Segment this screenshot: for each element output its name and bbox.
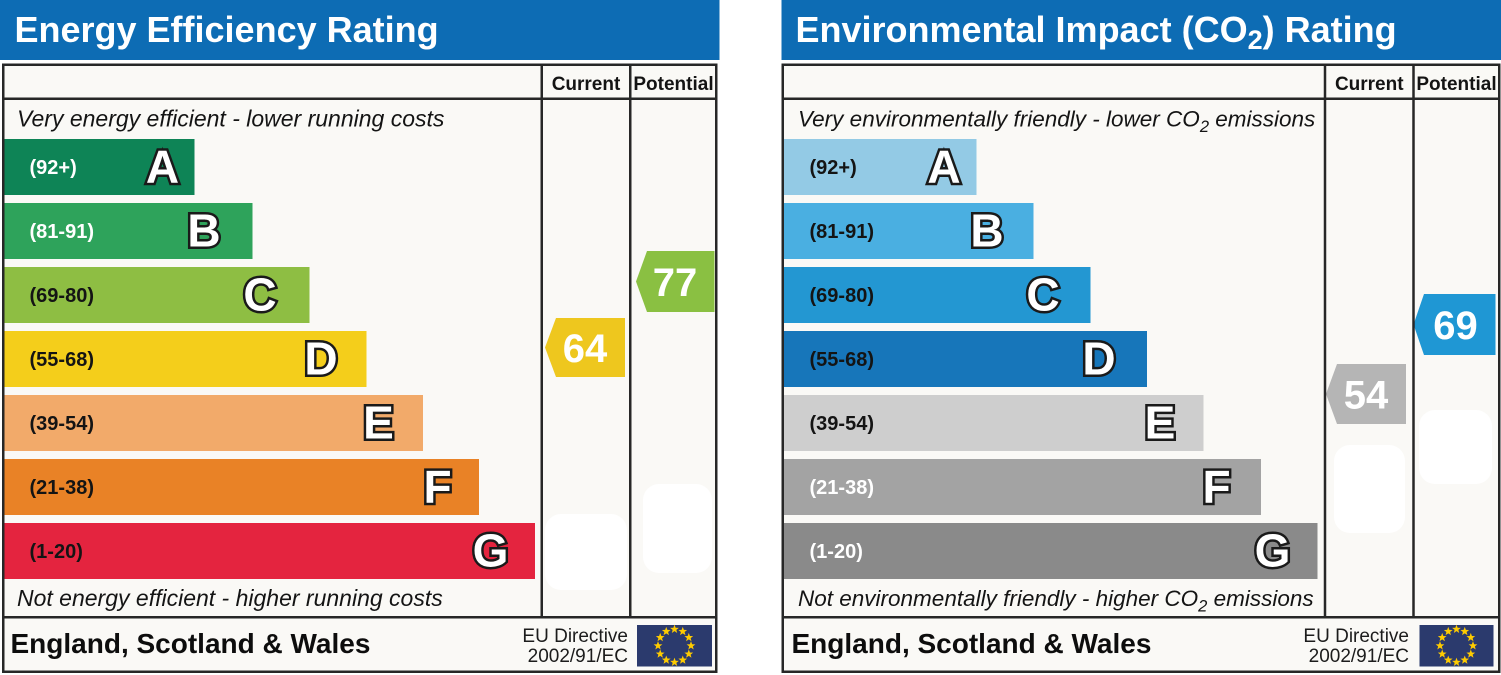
svg-text:Very environmentally friendly: Very environmentally friendly - lower CO… <box>798 107 1315 137</box>
svg-text:England, Scotland & Wales: England, Scotland & Wales <box>792 628 1152 659</box>
svg-text:(81-91): (81-91) <box>30 221 94 243</box>
svg-text:Environmental Impact (CO2) Rat: Environmental Impact (CO2) Rating <box>796 9 1397 55</box>
svg-text:Energy Efficiency Rating: Energy Efficiency Rating <box>15 9 439 50</box>
svg-text:England, Scotland & Wales: England, Scotland & Wales <box>11 628 371 659</box>
svg-text:(1-20): (1-20) <box>30 541 83 563</box>
svg-text:2002/91/EC: 2002/91/EC <box>528 646 628 667</box>
svg-text:Current: Current <box>552 74 621 95</box>
svg-text:(55-68): (55-68) <box>810 349 874 371</box>
svg-text:A: A <box>146 141 179 193</box>
svg-text:G: G <box>1255 525 1291 577</box>
svg-text:C: C <box>243 269 276 321</box>
svg-text:EU Directive: EU Directive <box>1303 626 1409 647</box>
svg-text:64: 64 <box>563 327 608 371</box>
svg-text:C: C <box>1026 269 1059 321</box>
svg-text:A: A <box>927 141 960 193</box>
svg-text:Potential: Potential <box>1416 74 1496 95</box>
svg-text:(39-54): (39-54) <box>30 413 94 435</box>
svg-text:(92+): (92+) <box>30 157 77 179</box>
svg-text:B: B <box>970 205 1003 257</box>
svg-text:(21-38): (21-38) <box>30 477 94 499</box>
svg-text:(39-54): (39-54) <box>810 413 874 435</box>
svg-text:77: 77 <box>653 261 698 305</box>
svg-text:69: 69 <box>1433 304 1478 348</box>
svg-text:(55-68): (55-68) <box>30 349 94 371</box>
svg-text:Not energy efficient - higher: Not energy efficient - higher running co… <box>17 585 443 611</box>
svg-text:(1-20): (1-20) <box>810 541 863 563</box>
svg-text:Current: Current <box>1335 74 1404 95</box>
svg-text:(92+): (92+) <box>810 157 857 179</box>
svg-text:Potential: Potential <box>633 74 713 95</box>
svg-text:E: E <box>1145 397 1176 449</box>
svg-text:Not environmentally friendly -: Not environmentally friendly - higher CO… <box>798 586 1314 616</box>
svg-text:(21-38): (21-38) <box>810 477 874 499</box>
svg-text:Very energy efficient - lower: Very energy efficient - lower running co… <box>17 106 445 132</box>
svg-text:F: F <box>1202 461 1230 513</box>
svg-text:(81-91): (81-91) <box>810 221 874 243</box>
svg-text:(69-80): (69-80) <box>30 285 94 307</box>
svg-text:54: 54 <box>1344 374 1389 418</box>
svg-text:F: F <box>423 461 451 513</box>
svg-text:G: G <box>473 525 509 577</box>
svg-text:EU Directive: EU Directive <box>522 626 628 647</box>
svg-text:D: D <box>1082 333 1115 385</box>
svg-text:2002/91/EC: 2002/91/EC <box>1309 646 1409 667</box>
svg-text:D: D <box>304 333 337 385</box>
svg-text:B: B <box>187 205 220 257</box>
svg-text:E: E <box>363 397 394 449</box>
svg-text:(69-80): (69-80) <box>810 285 874 307</box>
